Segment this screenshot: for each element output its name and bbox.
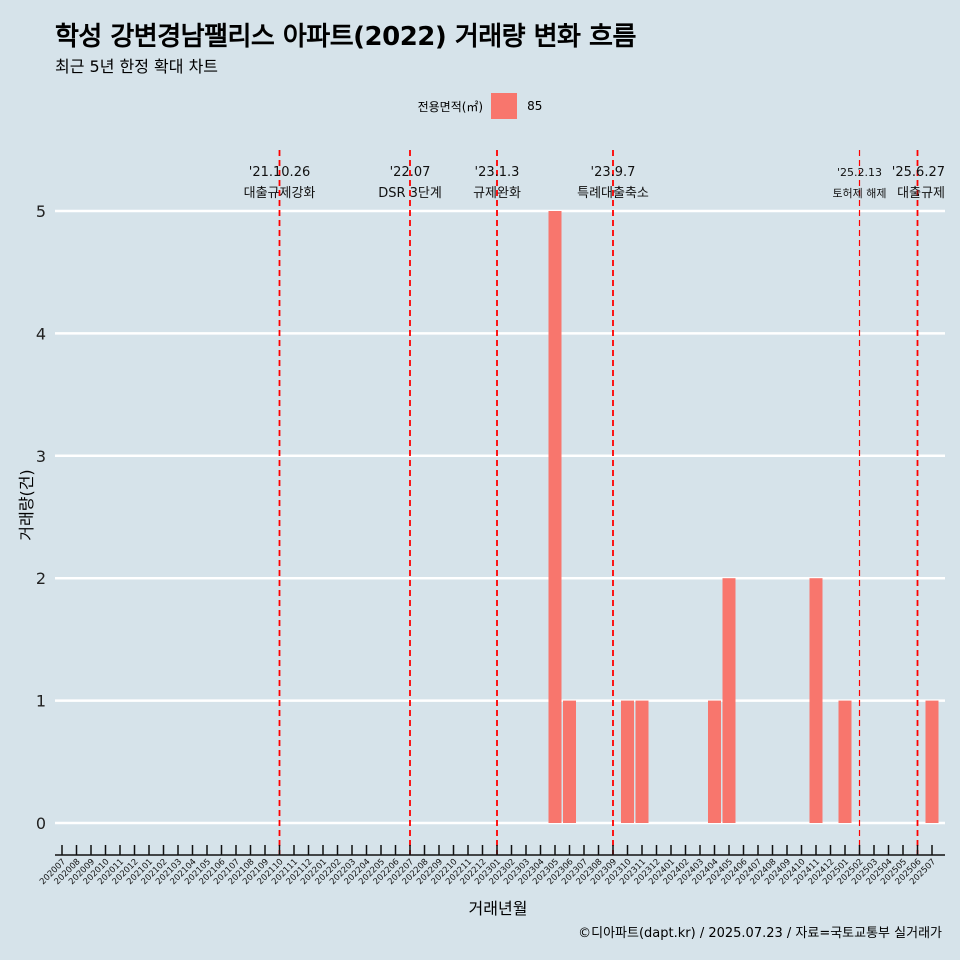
event-date-label: '25.6.27 [892, 165, 945, 180]
event-label: DSR 3단계 [378, 186, 442, 201]
y-tick-label: 3 [36, 447, 46, 466]
event-date-label: '25.2.13 [837, 166, 882, 179]
event-label: 대출규제 [897, 186, 945, 201]
legend-key-swatch [491, 93, 518, 119]
bar [621, 700, 634, 823]
x-axis-label: 거래년월 [469, 899, 528, 918]
event-layer: '21.10.26 대출규제강화 '22.07 DSR 3단계 '23.1.3 규제완화 '… [244, 150, 945, 855]
bar [708, 700, 721, 823]
y-tick-label: 4 [36, 324, 46, 343]
y-tick-label: 1 [36, 692, 46, 711]
event-label: 대출규제강화 [244, 186, 316, 201]
bar [635, 700, 649, 823]
y-tick-label: 0 [36, 814, 46, 833]
event-date-label: '23.9.7 [591, 165, 636, 180]
grid-layer: 0 1 2 3 4 5 [36, 202, 945, 833]
y-tick-label: 2 [36, 569, 46, 588]
event-label: 특례대출축소 [577, 186, 649, 201]
bar [838, 700, 852, 823]
event-label: 규제완화 [473, 186, 521, 201]
chart-title: 학성 강변경남팰리스 아파트(2022) 거래량 변화 흐름 [55, 22, 636, 52]
legend-title: 전용면적(㎡) [417, 99, 484, 114]
legend-key-label: 85 [527, 99, 543, 113]
bar [563, 700, 576, 823]
bar [548, 211, 562, 823]
source-caption: ©디아파트(dapt.kr) / 2025.07.23 / 자료=국토교통부 실… [578, 926, 942, 941]
bar-layer [548, 211, 939, 823]
event-date-label: '23.1.3 [475, 165, 520, 180]
bar [722, 578, 736, 823]
event-date-label: '21.10.26 [249, 165, 310, 180]
y-tick-label: 5 [36, 202, 46, 221]
y-axis-label: 거래량(건) [17, 469, 36, 540]
axis-layer: 2020072020082020092020102020112020122021… [38, 845, 945, 887]
legend: 전용면적(㎡) 85 [0, 93, 960, 119]
event-date-label: '22.07 [390, 165, 431, 180]
bar [925, 700, 939, 823]
bar [809, 578, 823, 823]
event-label: 토허제 해제 [832, 186, 886, 200]
chart-subtitle: 최근 5년 한정 확대 차트 [55, 57, 219, 76]
